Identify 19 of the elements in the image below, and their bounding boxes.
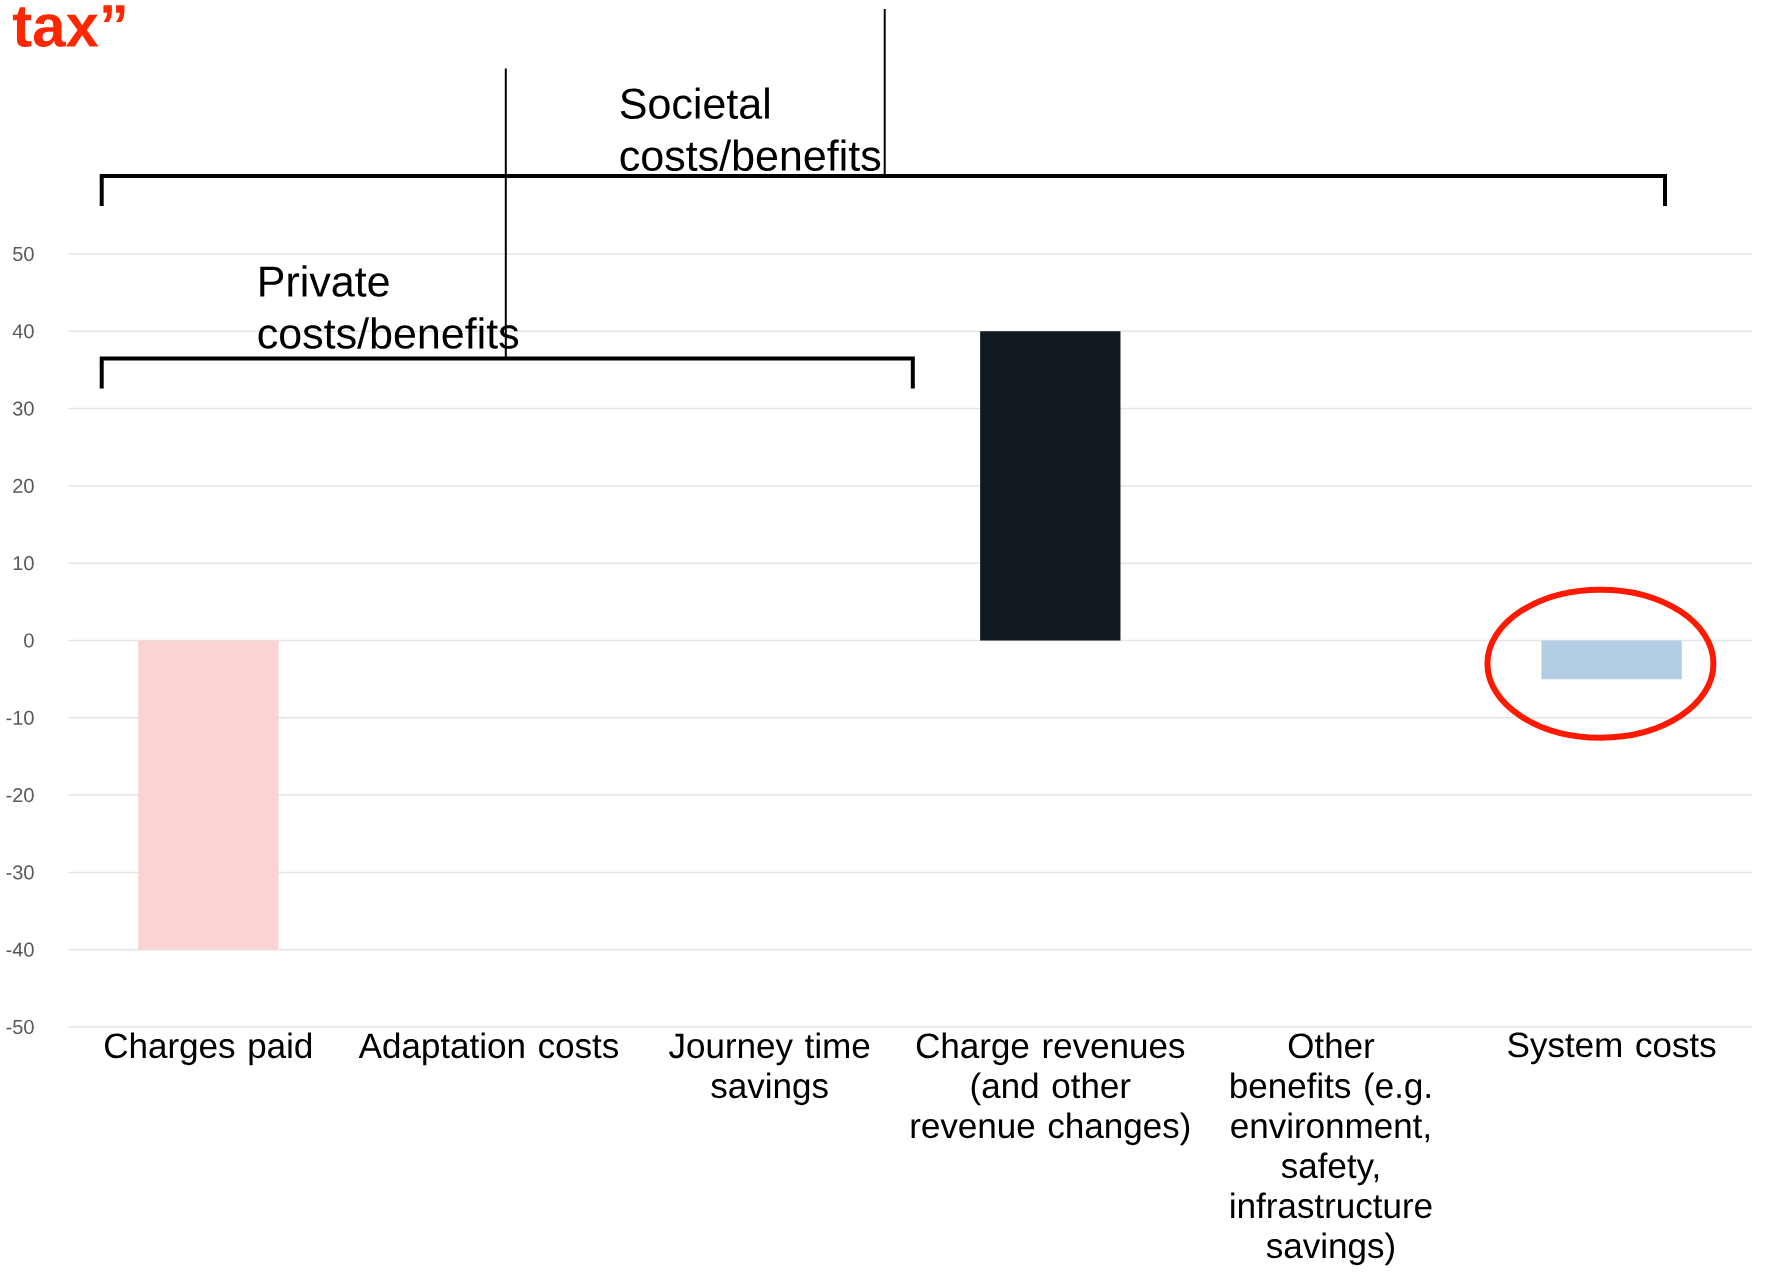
x-tick-label: Charges paid: [105, 1032, 312, 1066]
x-tick-label: Charge revenues (and other revenue changes): [911, 1032, 1190, 1146]
y-tick-label: -40: [6, 942, 34, 957]
x-tick-label: Adaptation costs: [358, 1032, 619, 1066]
y-tick-label: 10: [13, 556, 34, 571]
x-tick-label: Other benefits (e.g. environment, safety, infrastructure savings): [1231, 1032, 1432, 1266]
y-tick-label: 30: [13, 401, 34, 416]
y-tick-label: -50: [6, 1019, 34, 1035]
x-tick-label: Journey time savings: [669, 1032, 870, 1106]
y-tick-label: 0: [24, 633, 34, 648]
y-tick-label: -30: [6, 865, 34, 880]
x-tick-label: System costs: [1508, 1032, 1716, 1065]
y-tick-label: -10: [6, 710, 34, 725]
chart-title: tax”: [12, 5, 125, 48]
y-tick-label: -20: [6, 788, 34, 803]
text: Societal costs/benefits: [620, 87, 881, 172]
y-tick-label: 50: [13, 246, 34, 262]
y-tick-label: 40: [12, 324, 34, 339]
y-tick-label: 20: [13, 478, 34, 493]
